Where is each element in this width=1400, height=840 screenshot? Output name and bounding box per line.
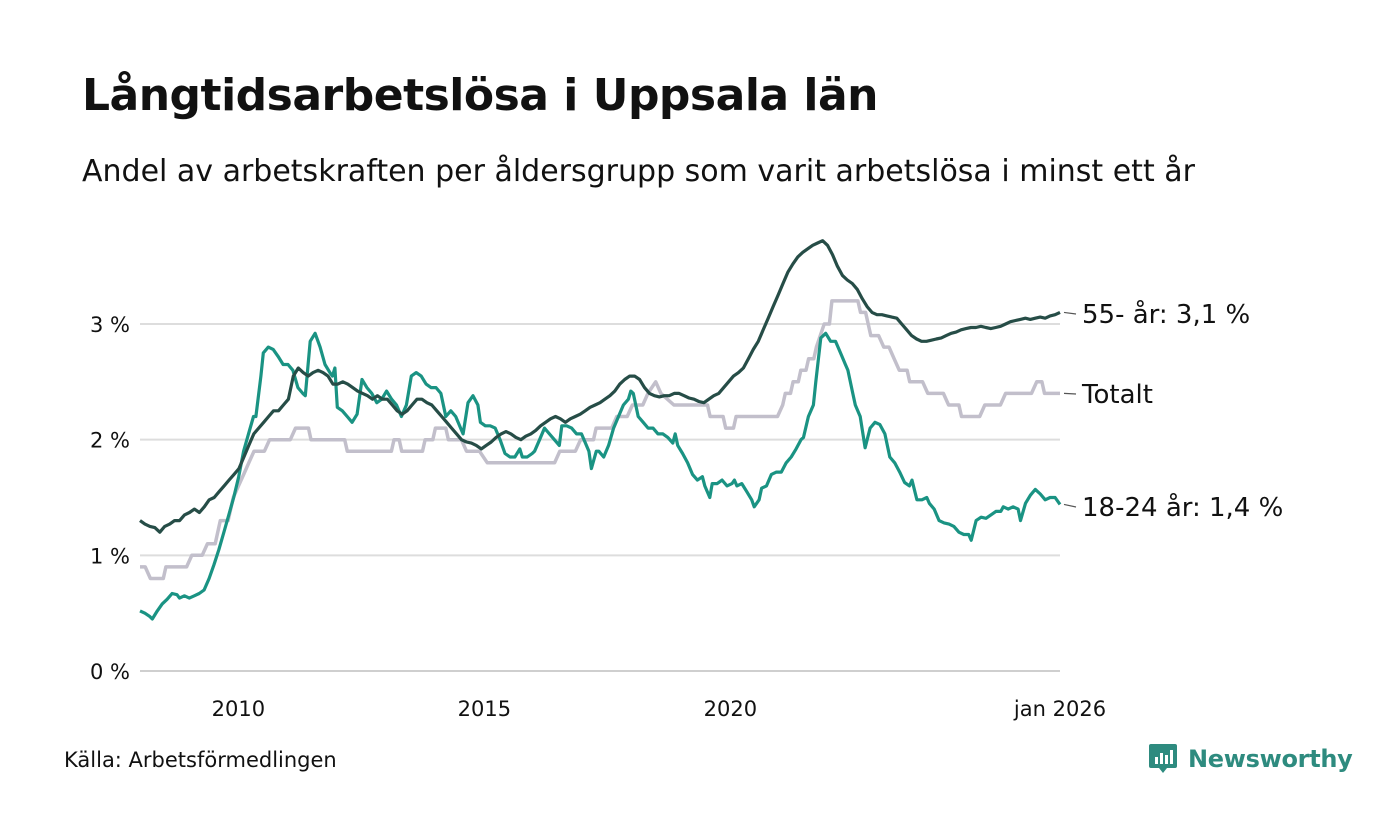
- y-tick-label: 0 %: [90, 660, 130, 684]
- x-tick-label: 2010: [212, 697, 265, 721]
- series-line-0: [140, 299, 1060, 581]
- series-label-connector: [1063, 311, 1077, 315]
- series-line-2: [139, 239, 1061, 534]
- chart-subtitle: Andel av arbetskraften per åldersgrupp s…: [82, 154, 1195, 189]
- line-chart: 0 % 1 % 2 % 3 % 2010 2015 2020 jan 2026 Totalt…: [90, 239, 1283, 721]
- series-lines: [139, 239, 1062, 621]
- series-labels: Totalt 18-24 år: 1,4 % 55- år: 3,1 %: [1063, 299, 1283, 523]
- gridlines: [140, 323, 1060, 672]
- y-tick-label: 1 %: [90, 544, 130, 568]
- series-label-connector: [1063, 392, 1077, 395]
- chart-title: Långtidsarbetslösa i Uppsala län: [82, 70, 879, 121]
- series-label-1: 18-24 år: 1,4 %: [1082, 492, 1283, 523]
- y-tick-label: 2 %: [90, 429, 130, 453]
- brand-name: Newsworthy: [1188, 745, 1353, 773]
- y-tick-label: 3 %: [90, 313, 130, 337]
- x-tick-label: 2015: [458, 697, 511, 721]
- series-label-connector: [1063, 503, 1077, 508]
- series-line-1: [139, 331, 1062, 621]
- series-label-2: 55- år: 3,1 %: [1082, 299, 1250, 330]
- x-axis: 2010 2015 2020 jan 2026: [212, 697, 1106, 721]
- x-tick-label: jan 2026: [1013, 697, 1106, 721]
- source-note: Källa: Arbetsförmedlingen: [64, 748, 337, 772]
- x-tick-label: 2020: [704, 697, 757, 721]
- y-axis: 0 % 1 % 2 % 3 %: [90, 313, 130, 684]
- newsworthy-logo-icon: [1149, 744, 1177, 773]
- brand-logo: Newsworthy: [1148, 742, 1353, 776]
- series-label-0: Totalt: [1081, 380, 1153, 410]
